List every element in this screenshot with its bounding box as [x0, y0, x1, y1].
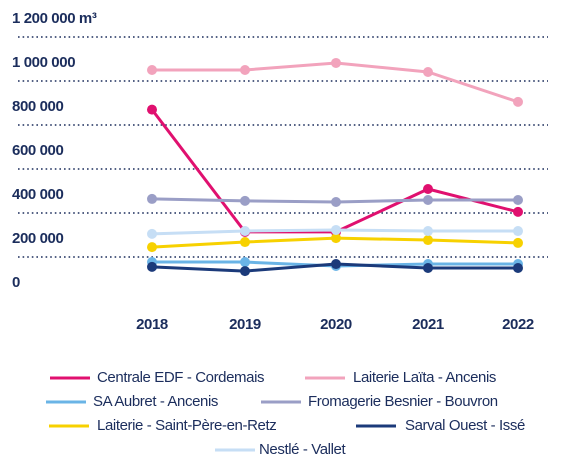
- legend-label: Laiterie - Saint-Père-en-Retz: [97, 417, 276, 434]
- point: [331, 57, 341, 68]
- point: [423, 226, 433, 237]
- point: [423, 66, 433, 77]
- y-tick-label: 800 000: [12, 98, 63, 115]
- point: [147, 65, 157, 75]
- x-tick-label: 2018: [136, 316, 168, 333]
- point: [240, 226, 250, 237]
- y-tick-label: 1 000 000: [12, 54, 75, 71]
- point: [331, 259, 341, 270]
- point: [147, 261, 157, 272]
- x-tick-label: 2019: [229, 316, 261, 333]
- point: [513, 96, 523, 107]
- y-tick-label: 200 000: [12, 230, 63, 247]
- y-tick-label: 0: [12, 274, 20, 291]
- point: [331, 224, 341, 235]
- point: [423, 184, 433, 195]
- point: [423, 263, 433, 273]
- legend-label: Nestlé - Vallet: [259, 441, 346, 458]
- point: [513, 263, 523, 273]
- point: [240, 65, 250, 75]
- y-tick-label: 600 000: [12, 142, 63, 159]
- series-line: [152, 61, 519, 104]
- point: [513, 237, 523, 248]
- legend-label: Sarval Ouest - Issé: [405, 417, 525, 434]
- x-tick-label: 2022: [502, 316, 534, 333]
- point: [331, 233, 341, 244]
- point: [331, 197, 341, 207]
- point: [240, 257, 250, 268]
- x-tick-label: 2020: [320, 316, 352, 333]
- point: [423, 235, 433, 246]
- point: [147, 228, 157, 239]
- legend-label: Fromagerie Besnier - Bouvron: [308, 393, 498, 410]
- y-tick-label: 400 000: [12, 186, 63, 203]
- point: [513, 195, 523, 206]
- point: [240, 237, 250, 248]
- point: [147, 242, 157, 253]
- point: [240, 195, 250, 206]
- y-tick-label: 1 200 000 m³: [12, 10, 97, 27]
- point: [513, 206, 523, 217]
- point: [147, 104, 157, 115]
- point: [423, 195, 433, 206]
- x-tick-label: 2021: [412, 316, 444, 333]
- legend-label: Laiterie Laïta - Ancenis: [353, 369, 496, 386]
- point: [147, 193, 157, 204]
- legend-label: SA Aubret - Ancenis: [93, 393, 218, 410]
- point: [513, 226, 523, 237]
- point: [240, 266, 250, 277]
- legend-label: Centrale EDF - Cordemais: [97, 369, 264, 386]
